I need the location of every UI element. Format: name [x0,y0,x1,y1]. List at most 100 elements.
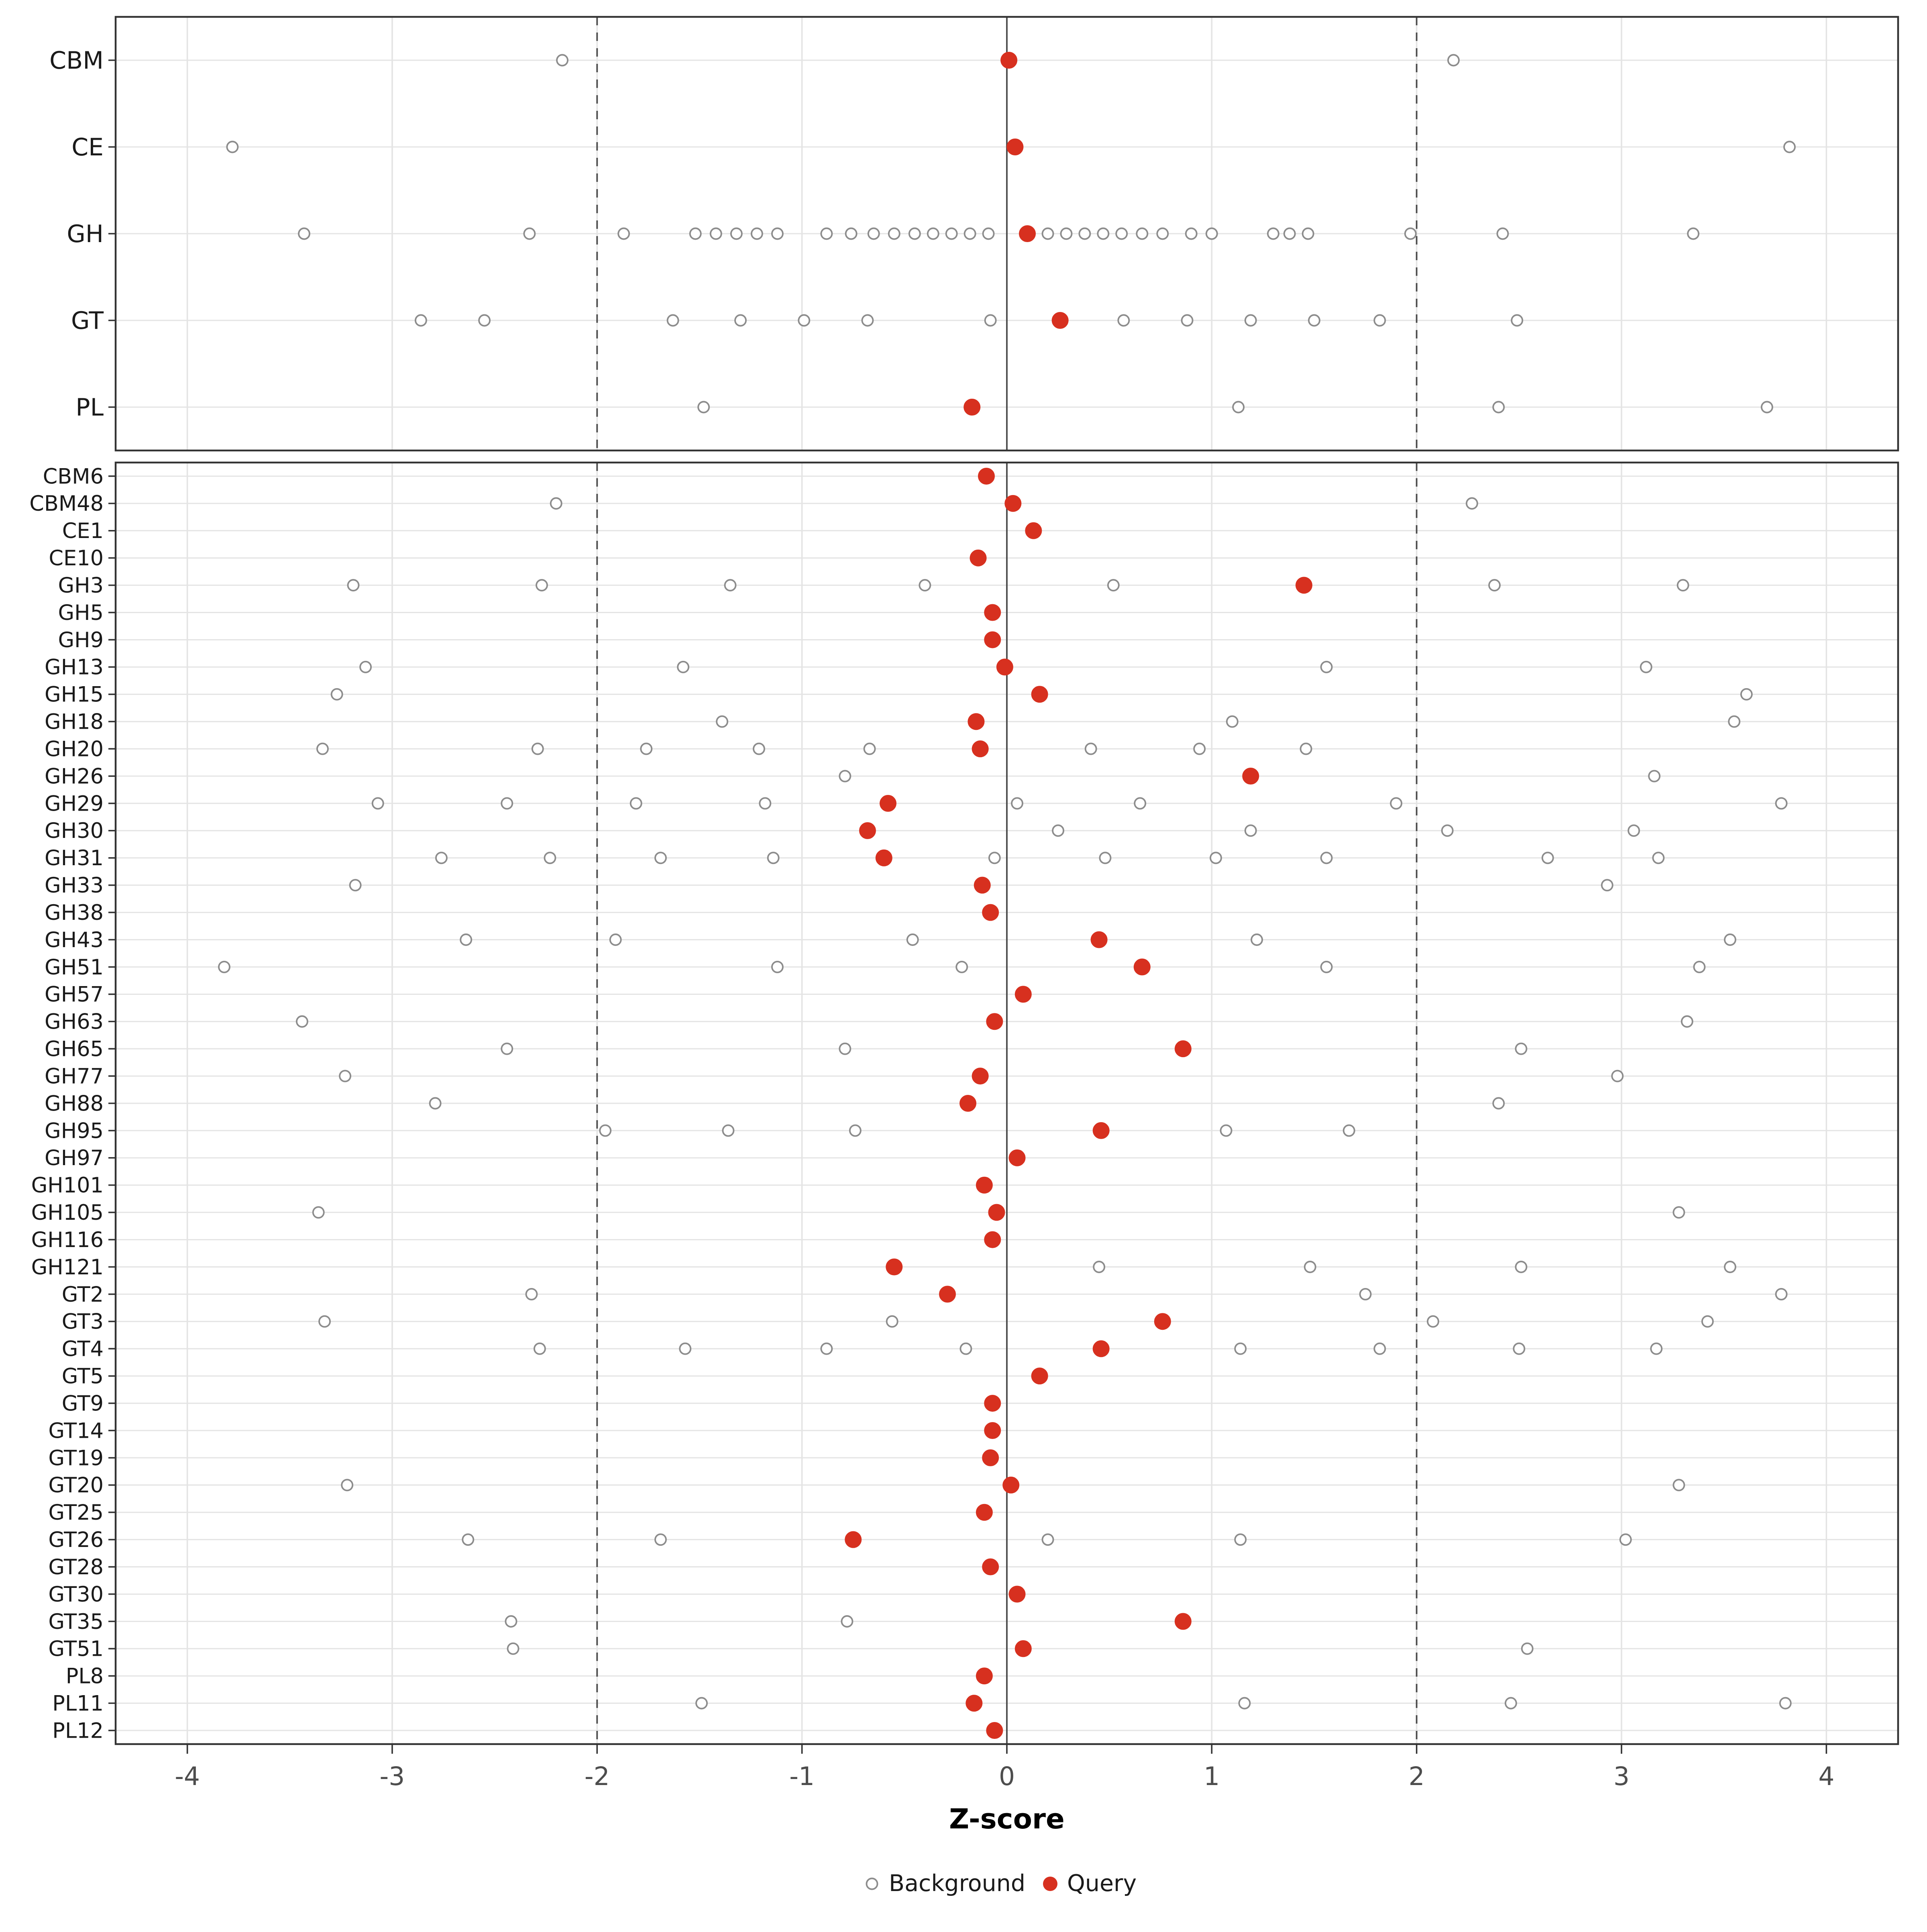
row-label: GH9 [58,628,104,652]
background-point [677,660,690,673]
query-point [974,876,991,894]
background-point [316,742,329,755]
query-point [1031,686,1048,703]
background-point [1117,314,1130,327]
background-point [1492,1097,1505,1110]
background-point [1724,1261,1736,1273]
background-point [1619,1533,1632,1546]
background-point [759,797,772,810]
background-point [349,879,362,892]
background-point [955,960,968,973]
background-point [927,227,939,240]
row-label: GT9 [62,1391,104,1416]
legend-background-marker [866,1877,878,1890]
query-point [1295,577,1312,594]
legend-query-label: Query [1067,1870,1137,1897]
query-point [1174,1040,1192,1058]
background-point [1136,227,1149,240]
background-point [1672,1479,1685,1492]
background-point [730,227,743,240]
legend-query-marker [1043,1877,1057,1891]
query-point [972,1068,989,1085]
query-point [984,631,1001,648]
query-point [988,1204,1005,1221]
background-point [1115,227,1128,240]
background-point [841,1615,854,1628]
background-point [753,742,765,755]
row-label: CBM6 [43,464,104,489]
query-point [1014,1640,1032,1657]
query-point [984,604,1001,621]
query-point [1031,1367,1048,1385]
background-point [919,579,931,592]
background-point [1687,227,1700,240]
background-point [462,1533,475,1546]
row-label: GT14 [48,1418,104,1443]
row-label: GT35 [48,1610,104,1634]
background-point [298,227,310,240]
background-point [1693,960,1706,973]
row-label: GT28 [48,1555,104,1579]
background-point [771,227,784,240]
query-point [886,1258,903,1276]
background-point [1404,227,1417,240]
background-point [1078,227,1091,240]
background-point [1300,742,1312,755]
background-point [767,852,780,864]
row-label: GT19 [48,1446,104,1470]
background-point [1611,1070,1624,1082]
background-point [839,770,851,783]
background-point [1441,824,1454,837]
background-point [525,1288,538,1300]
background-point [1648,770,1661,783]
background-point [1601,879,1613,892]
row-label: GH38 [45,901,104,925]
query-point [982,1558,999,1575]
background-point [599,1124,612,1137]
background-point [1373,1342,1386,1355]
row-label: CE1 [62,519,104,543]
row-label: GH88 [45,1091,104,1116]
background-point [886,1315,898,1328]
background-point [1541,852,1554,864]
background-point [1447,54,1460,67]
row-label: PL12 [52,1718,104,1743]
background-point [679,1342,692,1355]
row-label: GH101 [31,1173,104,1198]
background-point [1205,227,1218,240]
background-point [533,1342,546,1355]
background-point [312,1206,325,1219]
row-label: GH77 [45,1064,104,1088]
background-point [1492,401,1505,414]
background-point [1060,227,1073,240]
background-point [867,227,880,240]
background-point [1185,227,1198,240]
background-point [654,852,667,864]
row-label: GH13 [45,655,104,680]
background-point [1427,1315,1439,1328]
background-point [861,314,874,327]
background-point [1515,1261,1528,1273]
query-point [976,1176,993,1194]
background-point [330,688,343,701]
background-point [1515,1042,1528,1055]
background-point [341,1479,354,1492]
x-tick-label: -2 [585,1762,610,1791]
background-point [1760,401,1773,414]
background-point [845,227,858,240]
x-axis: -4 -3 -2 -1 0 1 2 3 4 Z-score [175,1744,1834,1835]
query-point [875,849,892,866]
background-point [908,227,921,240]
query-point [1014,986,1032,1003]
background-point [1359,1288,1372,1300]
background-point [695,1697,708,1710]
background-point [1084,742,1097,755]
background-point [1283,227,1296,240]
background-point [771,960,784,973]
row-label: GH18 [45,710,104,734]
background-point [1244,824,1257,837]
row-label: GH57 [45,982,104,1007]
background-point [523,227,536,240]
query-point [976,1504,993,1521]
query-point [1092,1122,1110,1139]
